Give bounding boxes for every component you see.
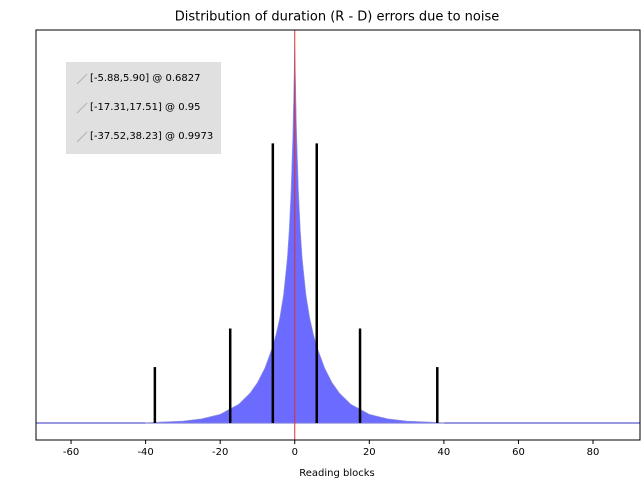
x-tick-label: -20 (212, 447, 228, 458)
legend-icon (76, 102, 88, 114)
legend-box (66, 62, 221, 154)
x-tick-label: 0 (292, 447, 298, 458)
x-tick-label: 80 (587, 447, 600, 458)
x-tick-label: 40 (438, 447, 451, 458)
x-tick-label: 60 (512, 447, 525, 458)
legend-label: [-5.88,5.90] @ 0.6827 (90, 73, 200, 84)
legend-label: [-37.52,38.23] @ 0.9973 (90, 131, 213, 142)
x-tick-label: 20 (363, 447, 376, 458)
x-tick-label: -60 (63, 447, 79, 458)
plot-frame (35, 29, 641, 441)
legend-icon (76, 131, 88, 143)
legend-label: [-17.31,17.51] @ 0.95 (90, 102, 200, 113)
x-axis-label: Reading blocks (299, 468, 375, 479)
legend-icon (76, 73, 88, 85)
x-tick-label: -40 (137, 447, 153, 458)
chart-title: Distribution of duration (R - D) errors … (175, 10, 500, 25)
